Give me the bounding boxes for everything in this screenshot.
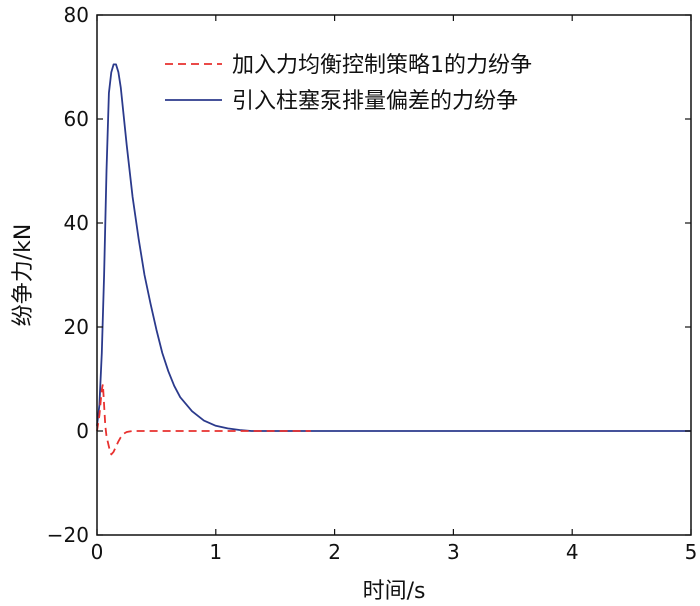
y-tick-label: −20: [47, 523, 89, 547]
legend-label-control-strategy: 加入力均衡控制策略1的力纷争: [232, 53, 532, 78]
x-axis-label: 时间/s: [363, 579, 426, 604]
series-line-pump-deviation: [96, 63, 691, 432]
y-axis-label: 纷争力/kN: [11, 224, 36, 327]
x-tick-label: 1: [209, 540, 222, 564]
series-line-control-strategy: [96, 383, 311, 456]
y-tick-label: 20: [64, 315, 89, 339]
series-layer: [96, 63, 691, 456]
x-tick-label: 3: [447, 540, 460, 564]
x-tick-label: 4: [566, 540, 579, 564]
y-tick-label: 0: [76, 419, 89, 443]
legend: 加入力均衡控制策略1的力纷争 引入柱塞泵排量偏差的力纷争: [165, 53, 532, 114]
x-tick-label: 5: [685, 540, 698, 564]
plot-frame: [96, 14, 692, 536]
x-tick-label: 0: [91, 540, 104, 564]
y-tick-label: 60: [64, 107, 89, 131]
x-tick-label: 2: [328, 540, 341, 564]
legend-label-pump-deviation: 引入柱塞泵排量偏差的力纷争: [232, 89, 518, 114]
y-tick-label: 80: [64, 3, 89, 27]
y-tick-label: 40: [64, 211, 89, 235]
